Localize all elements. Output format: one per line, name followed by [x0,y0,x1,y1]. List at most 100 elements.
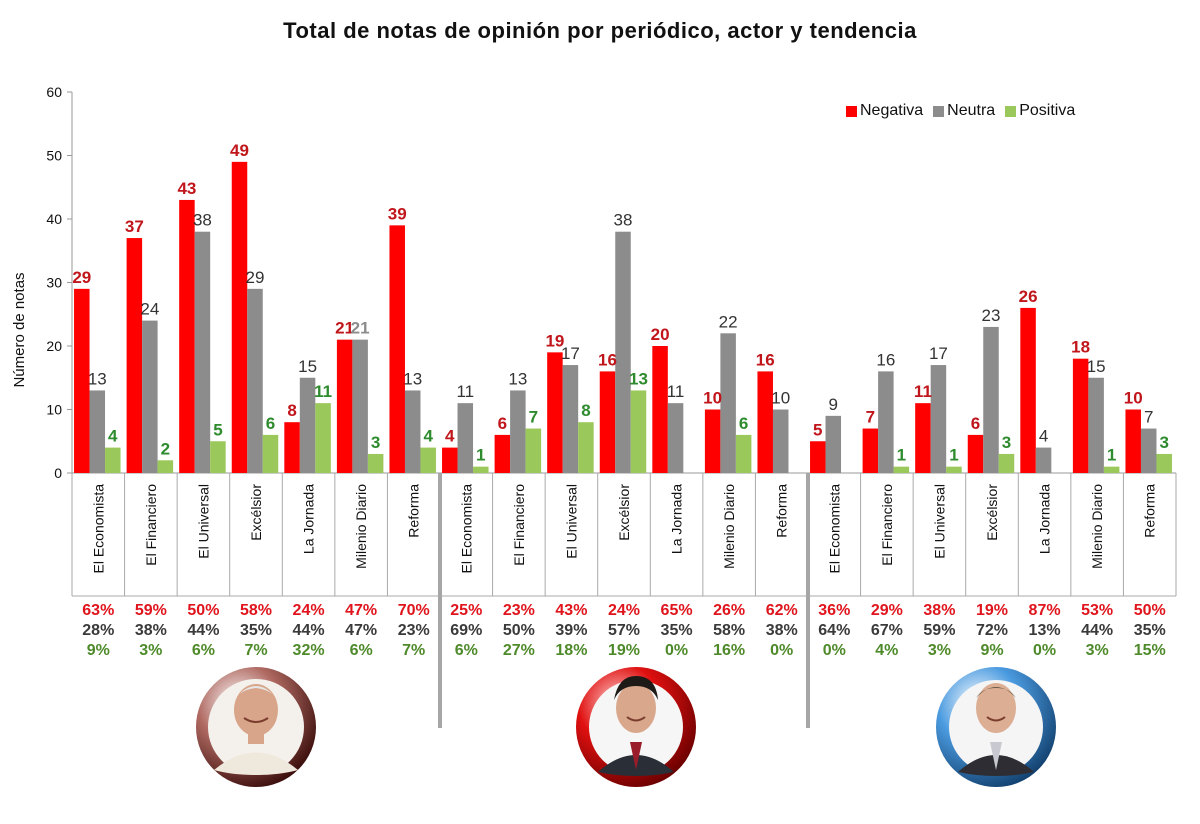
data-label-negativa: 21 [335,319,354,338]
percentage-neutra: 38% [135,622,167,639]
percentage-positiva: 19% [608,642,640,659]
legend-item-positiva: Positiva [1005,102,1075,120]
bar-positiva [735,434,752,473]
percentage-positiva: 9% [980,642,1003,659]
bar-negativa [231,161,248,473]
y-tick-label: 10 [46,402,62,418]
data-label-positiva: 4 [108,427,118,446]
data-label-positiva: 3 [371,433,380,452]
y-tick-label: 40 [46,211,62,227]
portrait-epn [576,667,696,787]
percentage-positiva: 6% [192,642,215,659]
data-label-negativa: 4 [445,427,455,446]
bar-neutra [404,390,421,473]
portrait-calderon [936,667,1056,787]
data-label-neutra: 4 [1039,427,1048,446]
percentage-neutra: 50% [503,622,535,639]
bar-neutra [352,339,368,473]
y-tick-label: 60 [46,84,62,100]
bar-negativa [1020,307,1036,473]
percentage-positiva: 6% [455,642,478,659]
data-label-positiva: 1 [949,446,958,465]
percentage-neutra: 28% [82,622,114,639]
x-tick-label: Reforma [406,484,422,538]
data-label-negativa: 10 [1124,389,1143,408]
percentage-negativa: 47% [345,602,377,619]
x-tick-label: El Economista [826,484,842,574]
data-label-positiva: 4 [423,427,433,446]
data-label-neutra: 38 [193,211,212,230]
bar-negativa [599,371,616,473]
x-tick-label: El Financiero [143,484,159,566]
bar-positiva [998,453,1015,473]
percentage-neutra: 23% [398,622,430,639]
x-tick-label: Reforma [774,484,790,538]
data-label-positiva: 2 [161,439,170,458]
data-label-negativa: 29 [72,268,91,287]
bar-neutra [667,403,684,473]
legend-item-negativa: Negativa [846,102,923,120]
bar-neutra [1140,428,1157,473]
percentage-positiva: 7% [402,642,425,659]
bar-negativa [1072,358,1089,473]
percentage-negativa: 87% [1029,602,1061,619]
data-label-positiva: 1 [897,446,906,465]
data-label-negativa: 5 [813,420,822,439]
legend-swatch-positiva [1005,105,1017,117]
bar-negativa [494,434,511,473]
bar-neutra [194,231,211,473]
percentage-positiva: 4% [875,642,898,659]
percentage-negativa: 50% [1134,602,1166,619]
data-label-neutra: 10 [771,389,790,408]
percentage-positiva: 27% [503,642,535,659]
data-label-positiva: 11 [314,382,332,401]
bar-positiva [157,460,174,473]
bar-neutra [299,377,316,473]
bar-positiva [630,390,647,473]
legend-label-neutra: Neutra [947,102,996,119]
bar-negativa [862,428,879,473]
bar-negativa [967,434,984,473]
bar-negativa [757,371,773,473]
bar-neutra [562,365,579,473]
percentage-negativa: 43% [555,602,587,619]
data-label-negativa: 11 [914,382,932,401]
legend-label-negativa: Negativa [860,102,924,119]
percentage-positiva: 3% [928,642,951,659]
percentage-neutra: 57% [608,622,640,639]
percentage-positiva: 9% [87,642,110,659]
percentage-neutra: 72% [976,622,1008,639]
percentage-neutra: 59% [923,622,955,639]
data-label-positiva: 1 [1107,446,1116,465]
bar-negativa [547,352,563,473]
bar-negativa [74,288,90,473]
percentage-positiva: 15% [1134,642,1166,659]
bar-positiva [893,466,910,473]
x-tick-label: El Financiero [511,484,527,566]
x-tick-label: El Universal [563,484,579,559]
data-label-positiva: 13 [629,369,648,388]
bar-neutra [772,409,789,473]
x-tick-label: El Economista [90,484,106,574]
data-label-negativa: 10 [703,389,722,408]
data-label-neutra: 11 [456,382,474,401]
data-label-negativa: 43 [177,179,196,198]
percentage-neutra: 35% [240,622,272,639]
percentage-neutra: 39% [555,622,587,639]
bar-negativa [389,225,405,473]
data-label-neutra: 7 [1144,408,1153,427]
percentage-negativa: 29% [871,602,903,619]
data-label-neutra: 29 [246,268,265,287]
data-label-neutra: 13 [508,369,527,388]
bar-positiva [946,466,962,473]
percentage-neutra: 58% [713,622,745,639]
percentage-negativa: 19% [976,602,1008,619]
percentage-negativa: 24% [608,602,640,619]
bar-neutra [1088,377,1104,473]
bar-neutra [825,415,842,473]
bar-neutra [247,288,263,473]
bar-positiva [473,466,489,473]
x-tick-label: El Economista [458,484,474,574]
percentage-positiva: 16% [713,642,745,659]
